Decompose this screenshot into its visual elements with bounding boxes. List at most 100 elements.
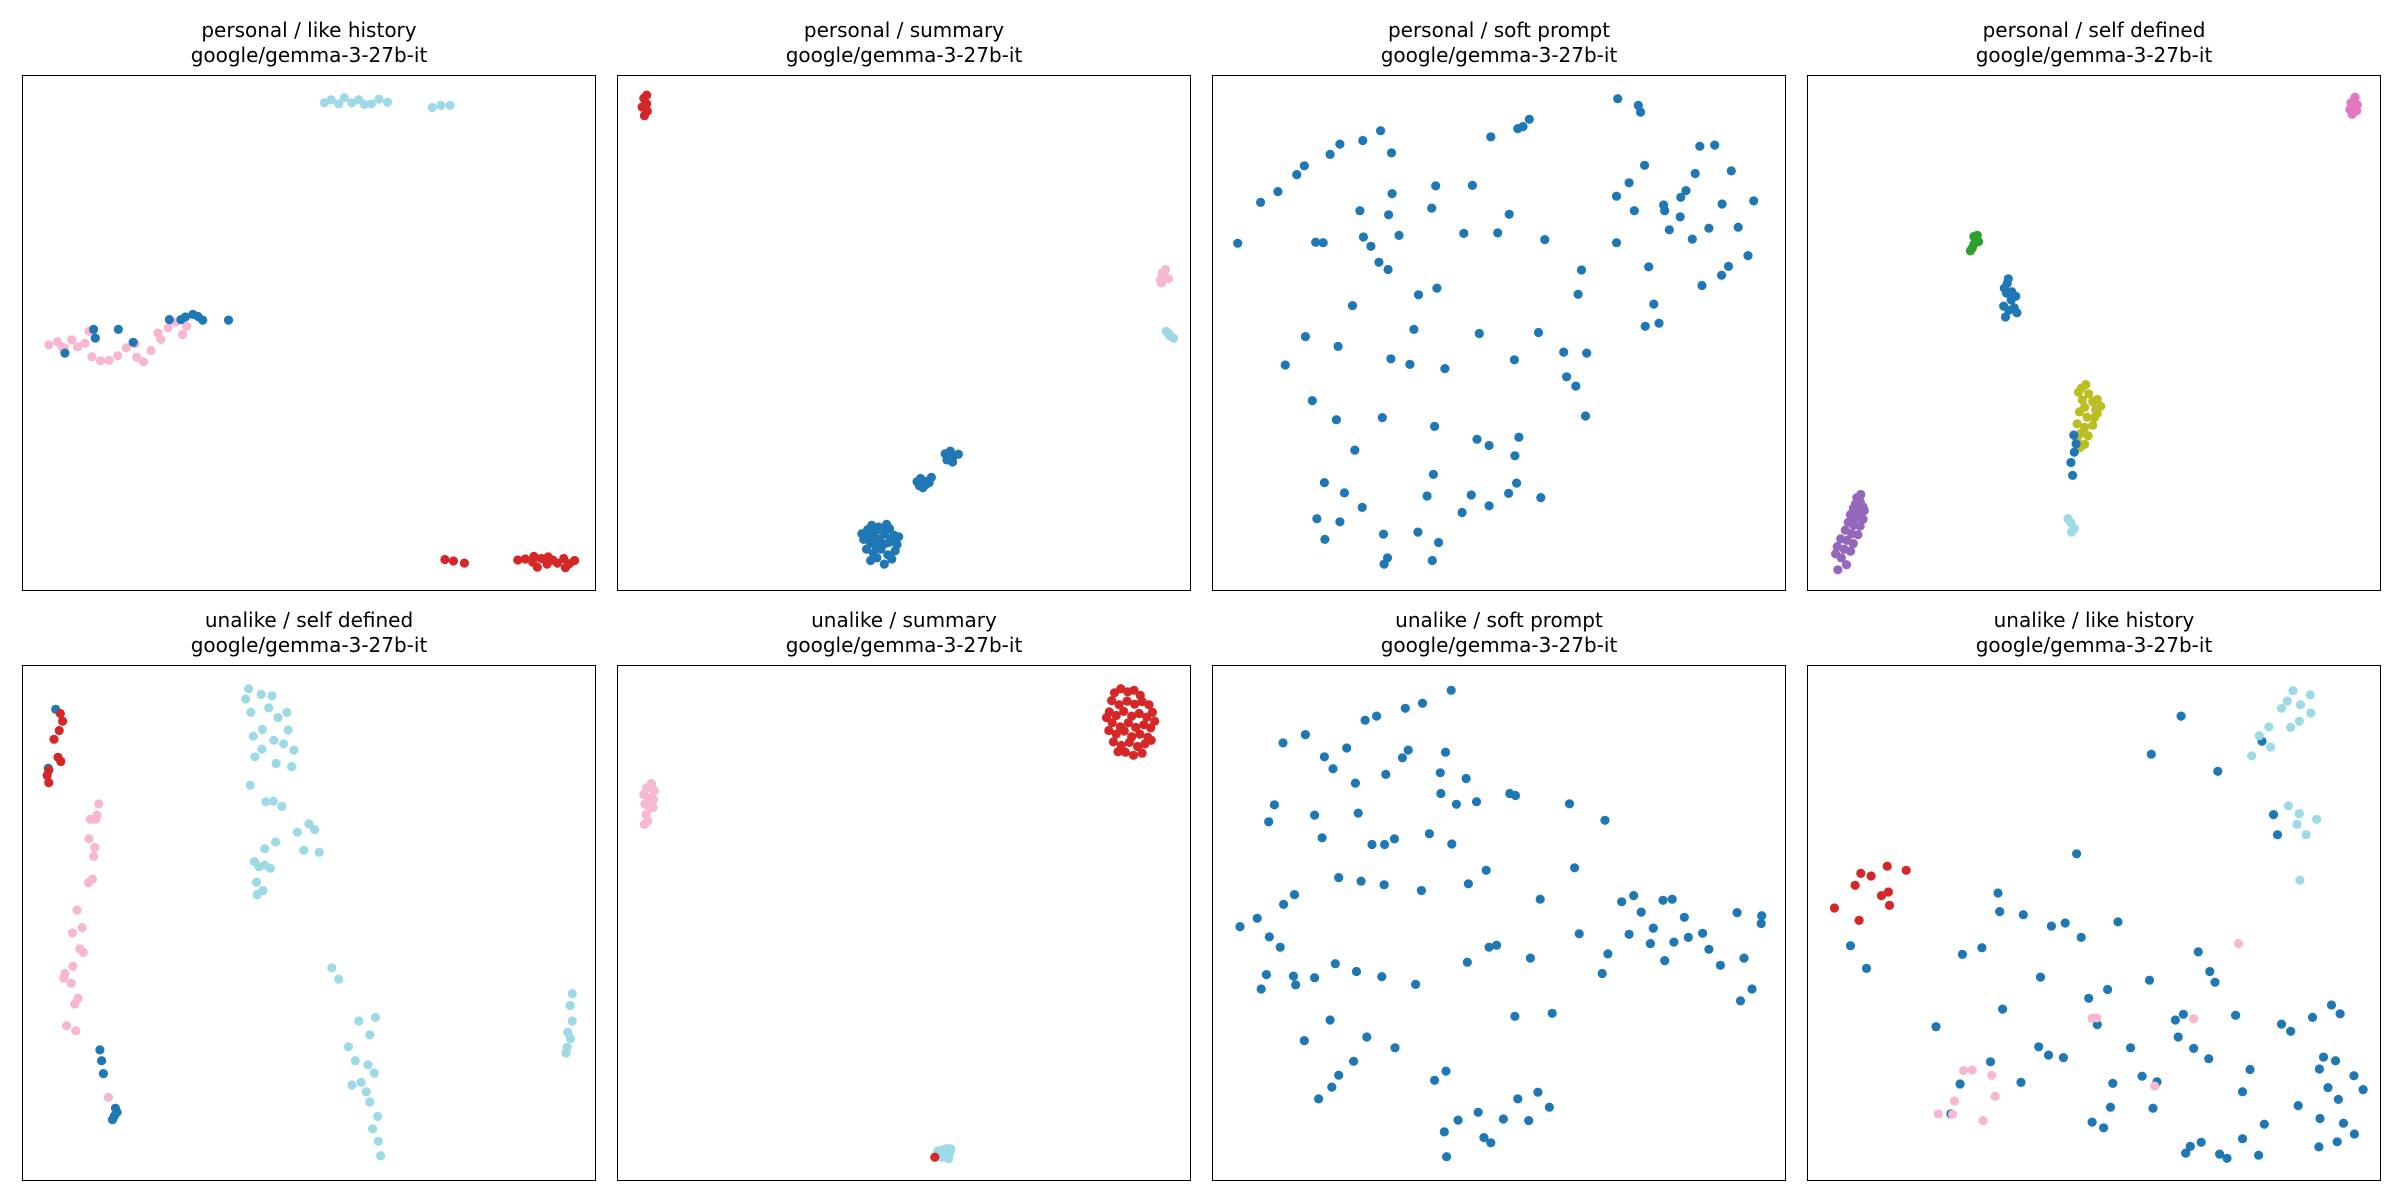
scatter-point	[1993, 888, 2003, 898]
scatter-point	[646, 779, 656, 789]
scatter-point	[1473, 1107, 1483, 1117]
scatter-point	[95, 356, 106, 366]
scatter-point	[1884, 900, 1895, 910]
scatter-point	[350, 1056, 360, 1066]
scatter-point	[1333, 341, 1343, 351]
scatter-point	[1987, 1070, 1997, 1080]
scatter-point	[1715, 960, 1725, 970]
scatter-point	[248, 731, 258, 741]
scatter-point	[55, 708, 65, 719]
scatter-point	[1850, 880, 1860, 890]
scatter-point	[1855, 521, 1865, 531]
scatter-point	[1861, 963, 1872, 973]
scatter-point	[1931, 1022, 1941, 1032]
scatter-point	[1856, 868, 1866, 878]
scatter-point	[1330, 959, 1340, 969]
scatter-point	[2068, 470, 2078, 480]
scatter-point	[2347, 109, 2357, 119]
scatter-point	[1669, 937, 1679, 947]
scatter-point	[1128, 750, 1139, 760]
panel-subtitle: google/gemma-3-27b-it	[785, 633, 1023, 657]
scatter-point	[1299, 1036, 1309, 1046]
scatter-point	[1355, 206, 1365, 216]
scatter-point	[1233, 238, 1243, 248]
scatter-point	[536, 553, 546, 564]
scatter-point	[1829, 903, 1839, 913]
scatter-point	[1613, 94, 1623, 104]
scatter-point	[1955, 1079, 1965, 1089]
scatter-point	[1400, 703, 1410, 713]
scatter-point	[1436, 788, 1446, 799]
plot-area	[1212, 75, 1786, 591]
scatter-point	[1424, 829, 1434, 839]
scatter-point	[2196, 1137, 2206, 1147]
scatter-point	[310, 825, 320, 835]
scatter-point	[2301, 830, 2311, 840]
scatter-point	[2066, 457, 2076, 468]
scatter-point	[2293, 1101, 2303, 1111]
scatter-point	[241, 694, 251, 704]
scatter-point	[1710, 140, 1720, 150]
scatter-point	[382, 97, 393, 107]
scatter-point	[2077, 395, 2087, 405]
scatter-point	[2069, 447, 2079, 457]
scatter-point	[2092, 408, 2102, 419]
scatter-point	[356, 1077, 366, 1087]
scatter-point	[1123, 718, 1133, 728]
scatter-point	[327, 963, 337, 973]
scatter-point	[1564, 799, 1575, 809]
scatter-point	[2072, 419, 2082, 429]
scatter-point	[1990, 1091, 2000, 1101]
scatter-point	[138, 357, 149, 367]
scatter-point	[2323, 1083, 2333, 1093]
scatter-point	[1299, 161, 1309, 171]
scatter-point	[2358, 1085, 2368, 1095]
scatter-point	[2307, 1012, 2318, 1022]
scatter-point	[1366, 241, 1376, 251]
scatter-point	[1120, 747, 1130, 757]
scatter-point	[1146, 735, 1156, 745]
scatter-point	[373, 1111, 383, 1122]
scatter-point	[314, 847, 324, 857]
scatter-point	[879, 559, 889, 569]
scatter-point	[1540, 235, 1550, 245]
scatter-point	[1856, 489, 1866, 500]
scatter-point	[565, 1000, 575, 1011]
scatter-point	[2349, 1129, 2359, 1139]
scatter-point	[257, 724, 267, 735]
scatter-point	[374, 94, 384, 104]
scatter-point	[877, 526, 887, 536]
scatter-point	[1101, 713, 1112, 723]
scatter-point	[363, 1060, 373, 1070]
scatter-point	[1350, 778, 1360, 788]
panel-title: personal / summary	[803, 18, 1005, 42]
scatter-point	[649, 786, 659, 796]
scatter-point	[2000, 312, 2011, 322]
scatter-point	[72, 905, 82, 915]
scatter-point	[2283, 801, 2293, 811]
scatter-point	[1901, 865, 1911, 875]
scatter-point	[1658, 895, 1668, 905]
scatter-point	[49, 734, 59, 744]
scatter-point	[1559, 347, 1569, 357]
scatter-point	[865, 531, 875, 541]
scatter-point	[1137, 748, 1147, 758]
scatter-point	[1969, 231, 1979, 242]
scatter-point	[2333, 1094, 2343, 1104]
scatter-point	[1261, 970, 1271, 980]
scatter-point	[180, 312, 190, 322]
scatter-point	[304, 819, 314, 829]
scatter-point	[1379, 880, 1389, 890]
scatter-point	[2295, 875, 2305, 885]
panel-title: unalike / like history	[1993, 608, 2195, 632]
scatter-point	[1288, 971, 1298, 981]
scatter-point	[1327, 1082, 1337, 1092]
scatter-point	[448, 556, 459, 566]
scatter-point	[1967, 1065, 1977, 1075]
scatter-point	[2178, 1009, 2188, 1019]
scatter-point	[1358, 232, 1368, 242]
scatter-point	[1474, 328, 1484, 339]
scatter-point	[2071, 439, 2081, 449]
scatter-point	[2108, 1078, 2118, 1088]
scatter-point	[104, 355, 114, 365]
